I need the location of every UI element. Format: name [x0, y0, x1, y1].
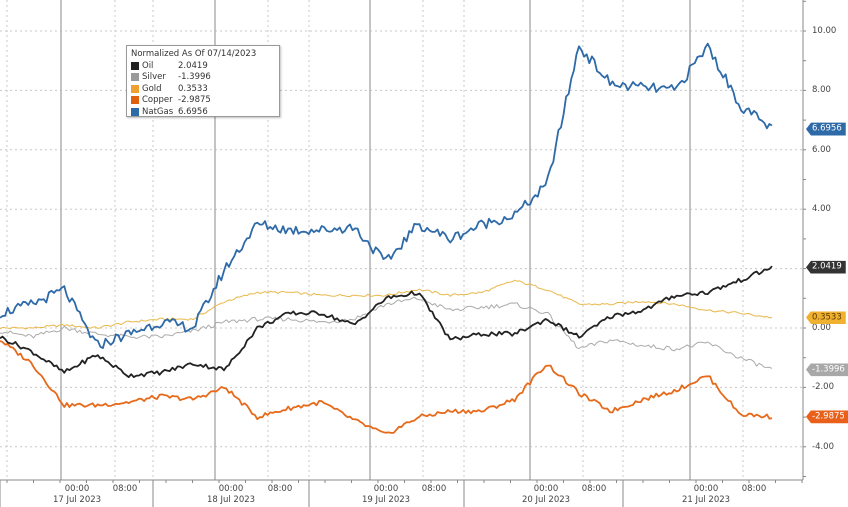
- gold-swatch-icon: [131, 84, 139, 93]
- legend-item-silver: Silver -1.3996: [131, 72, 275, 84]
- legend-item-natgas: NatGas 6.6956: [131, 106, 275, 118]
- x-date-label: 20 Jul 2023: [521, 495, 571, 505]
- x-time-label: 08:00: [267, 484, 293, 494]
- legend-label: Gold: [142, 83, 162, 94]
- series-line-copper: [0, 340, 773, 434]
- y-tick-label: -4.00: [812, 441, 834, 452]
- x-time-label: 00:00: [218, 484, 244, 494]
- y-tick-label: 0.00: [812, 323, 831, 333]
- legend-label: Copper: [142, 95, 173, 106]
- y-tick-label: 8.00: [812, 85, 831, 96]
- last-value-tag-copper: -2.9875: [806, 410, 848, 424]
- x-date-label: 17 Jul 2023: [52, 495, 102, 505]
- x-time-label: 00:00: [533, 484, 559, 494]
- x-time-label: 00:00: [64, 484, 90, 494]
- x-time-label: 00:00: [373, 484, 399, 494]
- x-time-label: 08:00: [581, 484, 607, 494]
- last-value-tag-oil: 2.0419: [806, 260, 846, 274]
- y-tick-label: 10.00: [812, 26, 837, 36]
- legend-item-copper: Copper -2.9875: [131, 95, 275, 107]
- legend-label: Silver: [142, 72, 166, 83]
- x-date-label: 18 Jul 2023: [206, 495, 256, 505]
- y-tick-label: 4.00: [812, 204, 831, 215]
- last-value-tag-natgas: 6.6956: [806, 122, 846, 136]
- legend-value: 6.6956: [178, 106, 208, 117]
- x-time-label: 00:00: [693, 484, 719, 494]
- x-time-label: 08:00: [421, 484, 447, 494]
- legend-label: NatGas: [142, 106, 174, 117]
- copper-swatch-icon: [131, 96, 139, 105]
- x-date-label: 21 Jul 2023: [681, 495, 731, 505]
- x-time-label: 08:00: [112, 484, 138, 494]
- chart-legend: Normalized As Of 07/14/2023 Oil 2.0419 S…: [126, 45, 280, 117]
- silver-swatch-icon: [131, 73, 139, 82]
- x-time-label: 08:00: [741, 484, 767, 494]
- legend-value: -2.9875: [178, 95, 211, 106]
- gridlines: [0, 0, 803, 480]
- x-date-label: 19 Jul 2023: [361, 495, 411, 505]
- legend-value: 0.3533: [178, 83, 208, 94]
- legend-value: 2.0419: [178, 60, 208, 71]
- legend-item-oil: Oil 2.0419: [131, 60, 275, 72]
- legend-item-gold: Gold 0.3533: [131, 83, 275, 95]
- legend-value: -1.3996: [178, 72, 211, 83]
- legend-title: Normalized As Of 07/14/2023: [131, 49, 257, 59]
- axes: [0, 0, 806, 507]
- legend-label: Oil: [142, 60, 154, 71]
- last-value-tag-gold: 0.3533: [806, 311, 846, 324]
- series-line-oil: [0, 265, 773, 379]
- last-value-tag-silver: -1.3996: [806, 363, 848, 377]
- oil-swatch-icon: [131, 61, 139, 70]
- series-line-silver: [0, 296, 773, 369]
- series-lines: [0, 42, 773, 434]
- series-line-gold: [0, 279, 773, 330]
- y-tick-label: -2.00: [812, 382, 834, 393]
- natgas-swatch-icon: [131, 107, 139, 116]
- y-tick-label: 6.00: [812, 144, 831, 155]
- series-line-natgas: [0, 42, 773, 350]
